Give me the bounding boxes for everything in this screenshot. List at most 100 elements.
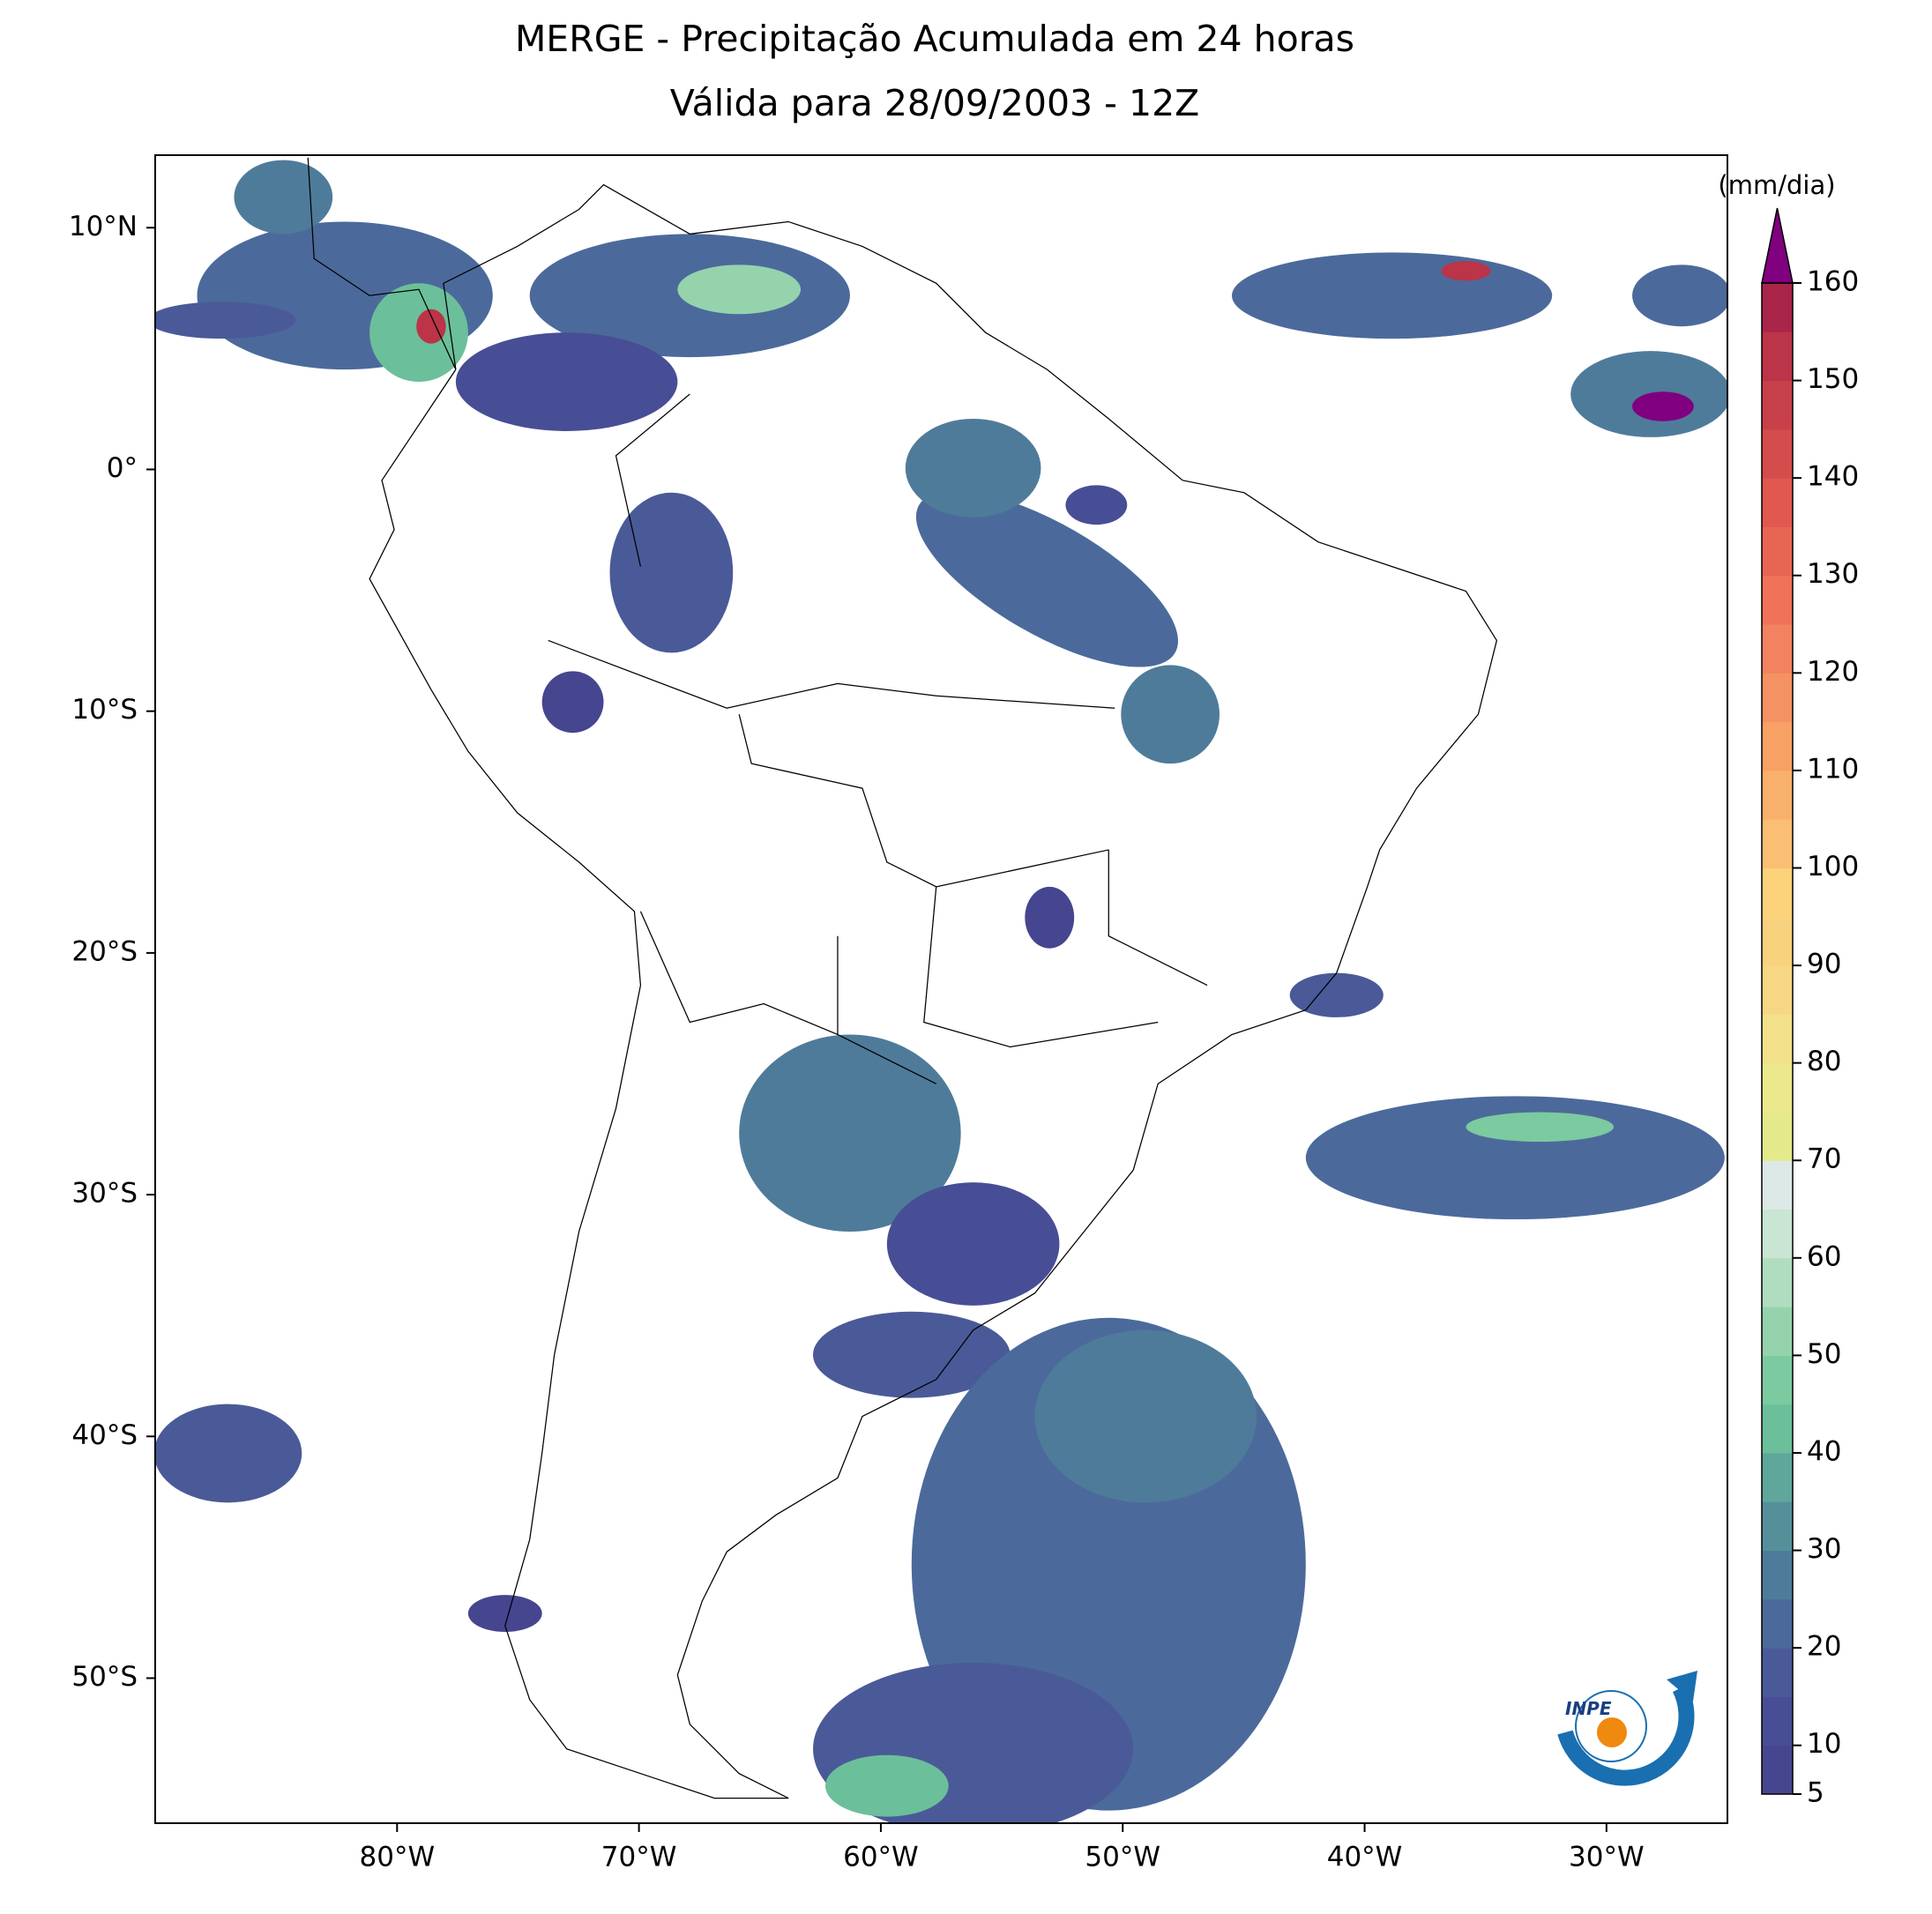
colorbar-bin xyxy=(1762,1598,1793,1649)
colorbar-bin xyxy=(1762,819,1793,868)
colorbar-tick-label: 90 xyxy=(1807,949,1841,980)
coastline xyxy=(307,157,1498,1799)
rain-area xyxy=(915,490,1178,667)
colorbar-bin xyxy=(1762,1648,1793,1697)
x-tick-label: 60°W xyxy=(843,1842,919,1873)
colorbar-bin xyxy=(1762,1355,1793,1405)
colorbar-bin xyxy=(1762,965,1793,1015)
colorbar-bin xyxy=(1762,868,1793,918)
x-tick-label: 80°W xyxy=(360,1842,436,1873)
colorbar-bin xyxy=(1762,1062,1793,1113)
x-tick-label: 70°W xyxy=(601,1842,677,1873)
colorbar-bin xyxy=(1762,428,1793,479)
colorbar-bin xyxy=(1762,673,1793,723)
colorbar-bin xyxy=(1762,1696,1793,1746)
title-line-1: MERGE - Precipitação Acumulada em 24 hor… xyxy=(515,18,1354,60)
rain-area xyxy=(1632,391,1694,421)
colorbar-tick-label: 60 xyxy=(1807,1240,1841,1272)
colorbar-tick-label: 120 xyxy=(1807,656,1859,688)
colorbar-tick-label: 130 xyxy=(1807,558,1859,590)
colorbar-tick-label: 10 xyxy=(1807,1728,1841,1760)
colorbar-bin xyxy=(1762,770,1793,820)
x-tick-label: 30°W xyxy=(1569,1842,1645,1873)
colorbar-bin xyxy=(1762,1257,1793,1307)
rain-area xyxy=(541,671,604,734)
colorbar-bin xyxy=(1762,1160,1793,1210)
colorbar-bin xyxy=(1762,721,1793,771)
colorbar-bin xyxy=(1762,1745,1793,1795)
map-area xyxy=(155,157,1727,1823)
rain-area xyxy=(416,309,446,344)
rain-area xyxy=(1441,261,1491,281)
rain-area xyxy=(1632,264,1727,327)
colorbar-bin xyxy=(1762,1452,1793,1502)
colorbar-tick-label: 140 xyxy=(1807,461,1859,493)
colorbar-bin xyxy=(1762,916,1793,966)
rain-area xyxy=(1466,1112,1615,1143)
logo-arrow xyxy=(1667,1671,1697,1702)
colorbar-bin xyxy=(1762,526,1793,577)
y-tick-label: 20°S xyxy=(71,935,138,967)
coastline-path xyxy=(307,157,1498,1799)
title-line-2: Válida para 28/09/2003 - 12Z xyxy=(670,82,1200,124)
colorbar-tick-label: 110 xyxy=(1807,753,1859,785)
rain-area xyxy=(1121,665,1220,764)
map-frame xyxy=(154,154,1728,1824)
colorbar-bin xyxy=(1762,1209,1793,1259)
colorbar-tick-label: 100 xyxy=(1807,851,1859,883)
rain-area xyxy=(739,1034,961,1233)
rain-area xyxy=(1025,886,1075,949)
y-tick-label: 50°S xyxy=(71,1661,138,1693)
precipitation-field xyxy=(155,160,1727,1823)
logo-sun xyxy=(1597,1717,1627,1747)
rain-area xyxy=(467,1595,542,1633)
colorbar-tick-label: 40 xyxy=(1807,1435,1841,1467)
colorbar-bin xyxy=(1762,1501,1793,1552)
rain-area xyxy=(155,302,296,339)
rain-area xyxy=(155,1404,302,1503)
x-tick-label: 40°W xyxy=(1327,1842,1403,1873)
colorbar-bin xyxy=(1762,624,1793,674)
colorbar-bin xyxy=(1762,283,1793,332)
logo-swoosh xyxy=(1557,1684,1695,1786)
colorbar-bin xyxy=(1762,478,1793,527)
colorbar-tick-label: 20 xyxy=(1807,1631,1841,1663)
rain-area xyxy=(1232,252,1553,339)
colorbar-tick-label: 150 xyxy=(1807,363,1859,395)
colorbar-bin xyxy=(1762,1550,1793,1600)
colorbar-bin xyxy=(1762,380,1793,430)
colorbar-frame xyxy=(1761,282,1794,1795)
colorbar-bin xyxy=(1762,1014,1793,1064)
colorbar-tick-label: 30 xyxy=(1807,1533,1841,1565)
rain-area xyxy=(1289,972,1384,1017)
colorbar-bin xyxy=(1762,575,1793,625)
colorbar-extend xyxy=(1761,207,1794,284)
rain-area xyxy=(905,418,1041,518)
y-tick-label: 10°N xyxy=(69,211,138,242)
logo-text: INPE xyxy=(1565,1698,1612,1719)
logo-ring xyxy=(1575,1690,1647,1762)
colorbar-tick-label: 50 xyxy=(1807,1338,1841,1370)
colorbar-tick-label: 80 xyxy=(1807,1046,1841,1077)
colorbar-bin xyxy=(1762,1111,1793,1161)
rain-area xyxy=(609,492,734,653)
colorbar-bin xyxy=(1762,1307,1793,1356)
colorbar-bin xyxy=(1762,331,1793,382)
rain-area xyxy=(1305,1096,1725,1220)
inpe-logo: INPE xyxy=(1557,1671,1697,1786)
colorbar-bin xyxy=(1762,1404,1793,1454)
y-tick-label: 10°S xyxy=(71,694,138,726)
y-tick-label: 40°S xyxy=(71,1419,138,1451)
colorbar-tick-label: 70 xyxy=(1807,1143,1841,1175)
colorbar-tick-label: 5 xyxy=(1807,1777,1824,1809)
y-tick-label: 30°S xyxy=(71,1178,138,1210)
x-tick-label: 50°W xyxy=(1085,1842,1160,1873)
y-tick-label: 0° xyxy=(107,452,138,484)
rain-area xyxy=(234,160,333,235)
rain-area xyxy=(1065,485,1128,525)
rain-area xyxy=(824,1754,949,1817)
colorbar-tick-label: 160 xyxy=(1807,266,1859,298)
borders xyxy=(548,393,1208,1084)
rain-area xyxy=(1034,1329,1257,1503)
